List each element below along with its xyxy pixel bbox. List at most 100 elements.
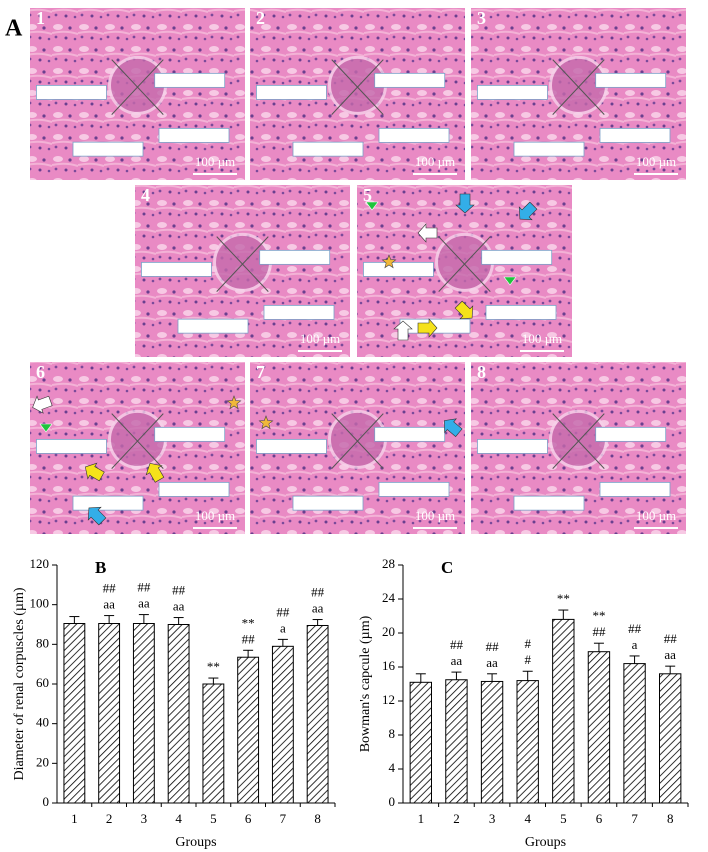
- significance-label: **: [242, 615, 255, 630]
- arrow-marker: [455, 193, 475, 214]
- measure-box: [477, 85, 548, 100]
- significance-label: aa: [173, 599, 185, 614]
- arrow-marker: [417, 318, 438, 338]
- measure-box: [513, 495, 585, 511]
- significance-label: aa: [451, 653, 463, 668]
- y-tick-label: 80: [36, 635, 49, 650]
- measure-box: [292, 495, 364, 511]
- measure-box: [513, 141, 585, 157]
- arrow-marker: [84, 462, 105, 482]
- triangle-marker: [503, 276, 517, 286]
- y-tick-label: 100: [30, 596, 50, 611]
- panel-label: C: [441, 558, 453, 577]
- significance-label: aa: [664, 647, 676, 662]
- y-tick-label: 16: [382, 658, 396, 673]
- scale-bar-label: 100 µm: [636, 154, 676, 169]
- measure-box: [256, 85, 327, 100]
- star-marker: [226, 395, 242, 410]
- panel-label: A: [5, 16, 23, 42]
- y-tick-label: 20: [382, 624, 395, 639]
- x-tick-label: 1: [418, 811, 425, 826]
- panel-number: 2: [256, 8, 265, 28]
- measure-box: [599, 481, 671, 497]
- significance-label: aa: [103, 597, 115, 612]
- significance-label: aa: [138, 596, 150, 611]
- bar: [623, 663, 646, 804]
- measure-line: [111, 413, 164, 469]
- significance-label: ##: [276, 604, 290, 619]
- significance-label: #: [524, 636, 531, 651]
- x-axis-label: Groups: [525, 835, 566, 850]
- panel-label: B: [95, 558, 106, 577]
- y-tick-label: 8: [389, 726, 396, 741]
- measure-box: [256, 438, 327, 454]
- error-bar: [243, 649, 254, 658]
- y-tick-label: 0: [43, 794, 50, 809]
- measure-box: [177, 318, 249, 334]
- y-tick-label: 28: [382, 556, 395, 571]
- error-bar: [208, 677, 219, 684]
- panel-number: 6: [36, 362, 45, 382]
- significance-label: ##: [664, 631, 678, 646]
- error-bar: [415, 673, 426, 683]
- star-marker: [381, 254, 397, 269]
- x-tick-label: 4: [175, 811, 182, 826]
- measure-box: [72, 141, 144, 157]
- measure-box: [599, 127, 671, 143]
- error-bar: [522, 670, 533, 681]
- scale-bar-label: 100 µm: [636, 508, 676, 523]
- significance-label: **: [557, 591, 570, 606]
- significance-label: ##: [242, 631, 256, 646]
- bar: [202, 683, 225, 804]
- bar: [587, 651, 611, 804]
- y-tick-label: 40: [36, 715, 49, 730]
- measure-box: [378, 127, 450, 143]
- x-tick-label: 6: [245, 811, 252, 826]
- panel-number: 8: [477, 362, 486, 382]
- significance-label: aa: [312, 601, 324, 616]
- bar: [271, 645, 294, 804]
- measure-box: [477, 438, 548, 454]
- error-bar: [629, 655, 640, 664]
- star-marker: [258, 415, 274, 430]
- measure-box: [259, 249, 331, 265]
- arrow-marker: [145, 462, 165, 483]
- error-bar: [593, 642, 604, 652]
- scale-bar-label: 100 µm: [195, 508, 235, 523]
- measure-box: [141, 261, 212, 277]
- measure-line: [331, 59, 384, 115]
- x-axis-label: Groups: [175, 835, 216, 850]
- significance-label: **: [207, 659, 220, 674]
- triangle-marker: [39, 423, 53, 433]
- y-tick-label: 120: [30, 556, 50, 571]
- measure-line: [552, 413, 605, 469]
- significance-label: a: [632, 637, 638, 652]
- arrow-marker: [393, 320, 413, 341]
- y-tick-label: 60: [36, 675, 49, 690]
- bar: [237, 656, 260, 804]
- measure-box: [595, 426, 667, 442]
- measure-box: [158, 127, 230, 143]
- significance-label: **: [592, 608, 605, 623]
- measure-box: [374, 72, 446, 88]
- y-tick-label: 20: [36, 754, 49, 769]
- x-tick-label: 3: [489, 811, 496, 826]
- measure-box: [36, 85, 107, 100]
- significance-label: #: [524, 652, 531, 667]
- x-tick-label: 2: [106, 811, 113, 826]
- bar: [167, 624, 190, 804]
- measure-box: [374, 426, 446, 442]
- measure-box: [378, 481, 450, 497]
- bar: [63, 623, 86, 804]
- arrow-marker: [454, 300, 474, 320]
- error-bar: [312, 619, 323, 626]
- y-tick-label: 24: [382, 590, 396, 605]
- measure-box: [485, 304, 557, 320]
- measure-box: [481, 249, 553, 265]
- error-bar: [277, 638, 288, 647]
- x-tick-label: 3: [141, 811, 148, 826]
- error-bar: [104, 615, 115, 624]
- significance-label: ##: [103, 581, 117, 596]
- x-tick-label: 1: [71, 811, 78, 826]
- measure-box: [154, 72, 226, 88]
